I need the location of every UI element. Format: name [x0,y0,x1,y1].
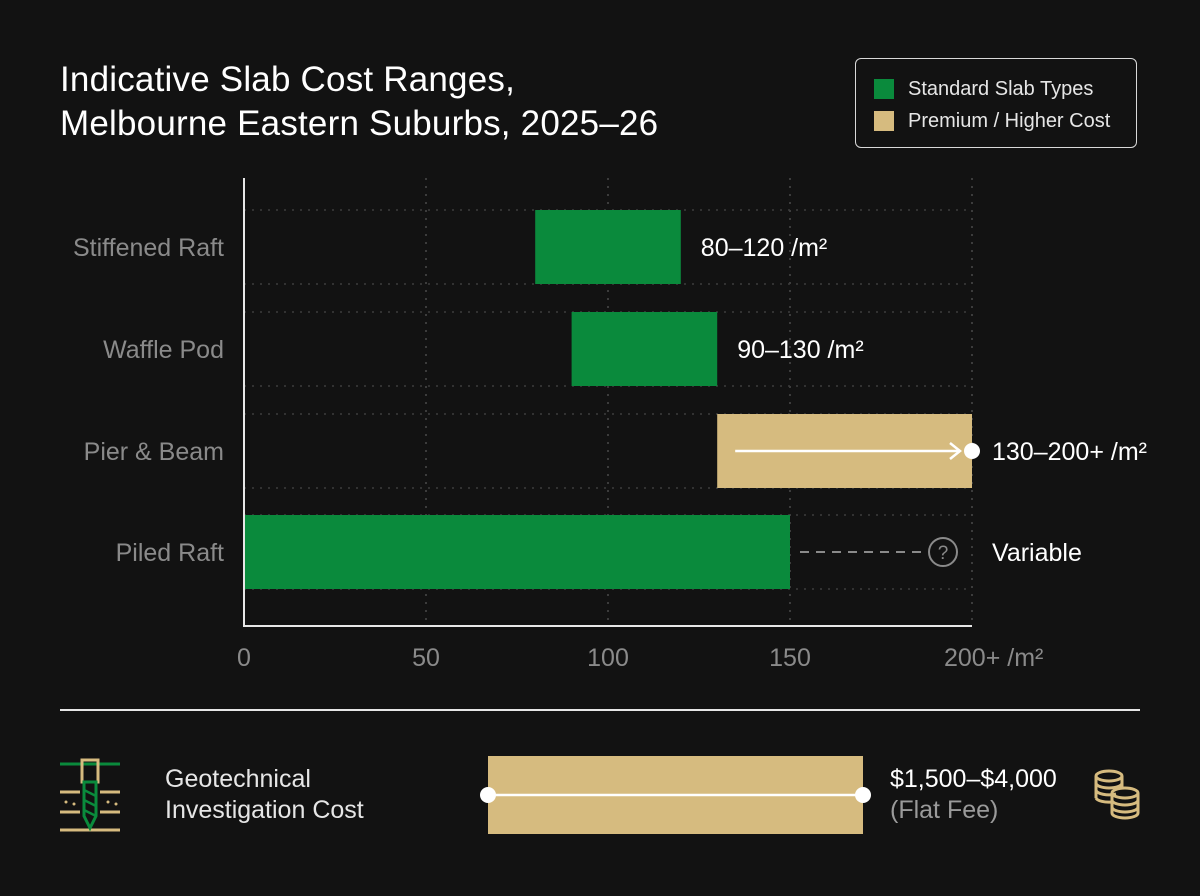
geotech-label-line-2: Investigation Cost [165,796,364,824]
x-tick-label: 150 [769,644,811,672]
legend: Standard Slab Types Premium / Higher Cos… [855,58,1137,148]
x-tick-label: 200+ /m² [944,644,1043,672]
value-label: 80–120 /m² [701,234,827,262]
section-divider [60,709,1140,711]
bar [244,515,790,589]
category-label: Waffle Pod [103,336,224,364]
legend-label-premium: Premium / Higher Cost [908,109,1111,132]
geotech-fee-note: (Flat Fee) [890,796,999,824]
legend-item-premium: Premium / Higher Cost [874,105,1118,137]
open-range-dot [964,443,980,459]
help-icon-glyph: ? [938,543,949,564]
bar [571,312,718,386]
x-tick-label: 100 [587,644,629,672]
chart-title-line-1: Indicative Slab Cost Ranges, [60,60,516,99]
geotech-range-bar [480,756,871,834]
geotech-range-start-dot [480,787,496,803]
value-label: Variable [992,539,1082,567]
geotech-label: Geotechnical Investigation Cost [165,764,364,826]
x-tick-label: 50 [412,644,440,672]
chart-title-line-2: Melbourne Eastern Suburbs, 2025–26 [60,104,659,143]
geotech-value: $1,500–$4,000 (Flat Fee) [890,764,1057,826]
bar [535,210,681,284]
geotech-cost: $1,500–$4,000 [890,765,1057,793]
bar-chart: Stiffened Raft Waffle Pod Pier & Beam Piled… [73,178,1147,672]
help-icon [928,537,958,567]
geotech-label-line-1: Geotechnical [165,765,311,793]
category-label: Piled Raft [116,539,224,567]
x-tick-label: 0 [237,644,251,672]
open-range-arrow-head [949,442,963,460]
legend-swatch-premium [874,111,894,131]
legend-label-standard: Standard Slab Types [908,77,1094,100]
coins-icon [1094,769,1140,820]
geotech-range-end-dot [855,787,871,803]
chart-title: Indicative Slab Cost Ranges, Melbourne E… [60,58,658,146]
category-label: Pier & Beam [84,438,224,466]
value-label: 90–130 /m² [737,336,863,364]
value-label: 130–200+ /m² [992,438,1147,466]
drill-icon [60,758,120,832]
legend-item-standard: Standard Slab Types [874,73,1118,105]
category-label: Stiffened Raft [73,234,224,262]
legend-swatch-standard [874,79,894,99]
